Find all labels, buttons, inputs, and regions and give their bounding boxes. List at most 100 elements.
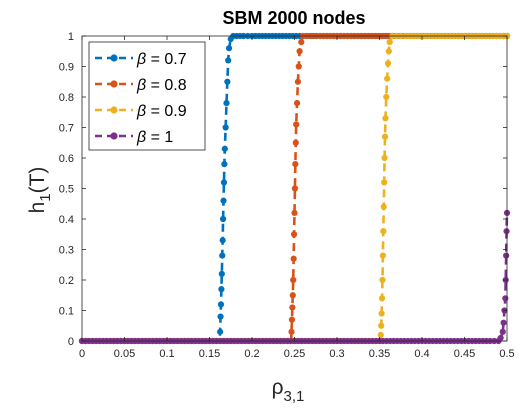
data-point xyxy=(503,252,510,259)
x-tick-label: 0 xyxy=(79,348,85,360)
data-point xyxy=(296,48,303,55)
y-axis-label-main: h xyxy=(26,202,49,214)
data-point xyxy=(288,328,295,335)
data-point xyxy=(379,252,386,259)
x-tick-label: 0.35 xyxy=(369,348,390,360)
legend-item-3: β = 0.9 xyxy=(95,103,187,120)
data-point xyxy=(217,328,224,335)
data-point xyxy=(219,237,226,244)
data-point xyxy=(291,185,299,192)
data-point xyxy=(222,124,229,131)
data-point xyxy=(383,93,390,101)
legend-item-1: β = 0.7 xyxy=(95,51,187,68)
legend-box xyxy=(88,41,206,151)
data-point xyxy=(217,301,225,308)
data-point xyxy=(380,228,387,235)
x-tick-label: 0.1 xyxy=(159,348,174,360)
data-point xyxy=(220,179,228,186)
x-axis-ticks: 0 0.05 0.1 0.15 0.2 0.25 0.3 0.35 0.4 0.45 0.5 xyxy=(79,36,515,360)
legend-label-symbol: β xyxy=(136,103,146,120)
legend-swatch-marker xyxy=(110,80,118,88)
legend-label-value: = 0.8 xyxy=(146,77,187,94)
data-point xyxy=(220,197,227,204)
data-point xyxy=(293,100,301,107)
legend-swatch-marker xyxy=(110,54,118,62)
y-axis-label: h1(T) xyxy=(26,167,54,214)
data-point xyxy=(223,100,230,107)
chart-title: SBM 2000 nodes xyxy=(222,8,365,28)
legend-label-value: = 0.9 xyxy=(146,103,187,120)
data-point xyxy=(381,179,388,186)
legend: β = 0.7β = 0.8β = 0.9β = 1 xyxy=(88,41,206,151)
data-point xyxy=(221,161,228,168)
data-point xyxy=(502,295,509,302)
data-point xyxy=(497,334,504,342)
data-point xyxy=(292,161,299,168)
y-tick-label: 0.8 xyxy=(59,92,74,104)
data-point xyxy=(292,139,299,146)
data-point xyxy=(500,319,507,326)
data-point xyxy=(295,63,302,70)
x-tick-label: 0.25 xyxy=(284,348,305,360)
data-point xyxy=(382,115,389,122)
legend-item-2: β = 0.8 xyxy=(95,77,187,94)
data-point xyxy=(294,78,301,85)
y-tick-label: 0.9 xyxy=(59,62,74,74)
data-point xyxy=(290,255,297,262)
data-point xyxy=(217,313,224,320)
data-point xyxy=(298,39,305,46)
data-point xyxy=(289,292,296,299)
y-tick-label: 0 xyxy=(68,336,74,348)
legend-label-symbol: β xyxy=(136,77,146,94)
data-point xyxy=(293,121,300,128)
data-point xyxy=(220,215,227,223)
data-point xyxy=(218,286,225,293)
legend-label-symbol: β xyxy=(136,51,146,68)
data-point xyxy=(381,154,388,162)
legend-label-value: = 1 xyxy=(146,129,173,146)
data-point xyxy=(289,304,296,311)
x-tick-label: 0.2 xyxy=(244,348,259,360)
legend-label-value: = 0.7 xyxy=(146,51,187,68)
legend-label: β = 0.9 xyxy=(136,103,187,120)
legend-swatch-marker xyxy=(110,132,118,140)
legend-swatch-marker xyxy=(110,106,118,114)
data-point xyxy=(290,231,298,238)
x-tick-label: 0.5 xyxy=(499,348,514,360)
data-point xyxy=(221,145,228,152)
legend-label: β = 1 xyxy=(136,129,173,146)
y-tick-label: 0.3 xyxy=(59,245,74,257)
data-point xyxy=(377,331,384,338)
y-tick-label: 0.6 xyxy=(59,153,74,165)
legend-label: β = 0.7 xyxy=(136,51,187,68)
y-axis-label-sub: 1 xyxy=(37,193,54,201)
x-axis-label: ρ3,1 xyxy=(272,376,305,405)
data-point xyxy=(379,276,386,284)
data-point xyxy=(225,57,232,64)
x-tick-label: 0.45 xyxy=(454,348,475,360)
x-tick-label: 0.05 xyxy=(114,348,135,360)
data-point xyxy=(384,75,391,82)
y-axis-label-suffix: (T) xyxy=(26,167,49,194)
data-point xyxy=(291,209,298,216)
x-tick-label: 0.3 xyxy=(329,348,344,360)
data-point xyxy=(378,310,385,317)
data-point xyxy=(219,252,226,259)
x-tick-label: 0.15 xyxy=(199,348,220,360)
x-tick-label: 0.4 xyxy=(414,348,429,360)
data-point xyxy=(384,60,392,67)
data-point xyxy=(288,316,296,323)
data-point xyxy=(386,39,393,46)
x-axis-label-main: ρ xyxy=(272,376,284,399)
y-tick-label: 0.1 xyxy=(59,306,74,318)
data-point xyxy=(225,45,233,52)
data-point xyxy=(378,295,386,302)
data-point xyxy=(503,228,510,235)
y-tick-label: 0.5 xyxy=(59,184,74,196)
data-point xyxy=(224,78,231,85)
y-axis-ticks: 0 0.1 0.2 0.3 0.4 0.5 0.6 0.7 0.8 0.9 1 xyxy=(59,31,507,348)
legend-label: β = 0.8 xyxy=(136,77,187,94)
legend-label-symbol: β xyxy=(136,129,146,146)
data-point xyxy=(381,133,389,140)
